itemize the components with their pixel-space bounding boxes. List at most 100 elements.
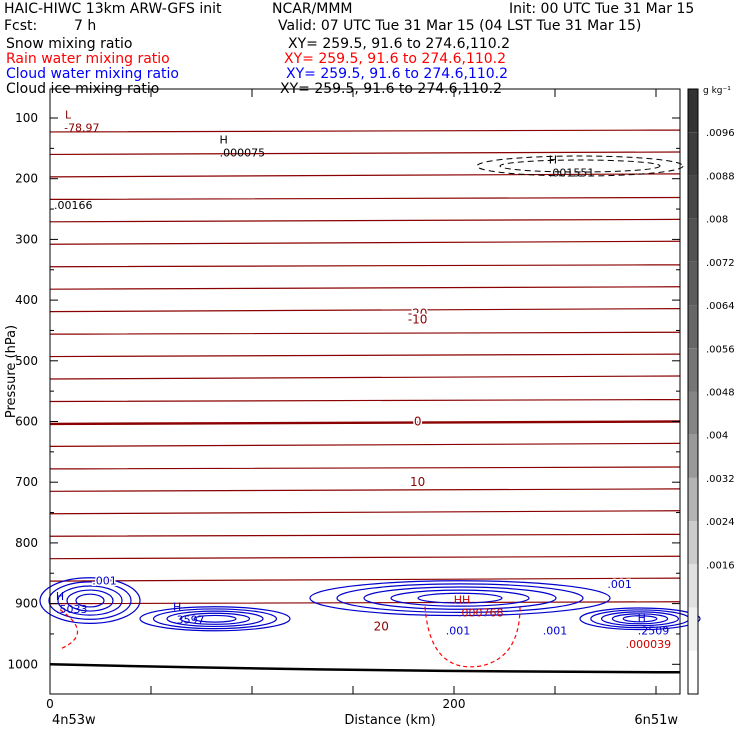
valid-time: Valid: 07 UTC Tue 31 Mar 15 (04 LST Tue …: [278, 18, 642, 34]
colorbar-swatch: [688, 305, 698, 349]
extremum-marker: H: [638, 612, 646, 625]
rain-water-contour: [59, 609, 78, 650]
colorbar-swatch: [688, 521, 698, 565]
colorbar-swatch: [688, 218, 698, 262]
isotherm-line: [49, 399, 681, 403]
cloud-water-contour: [179, 612, 251, 625]
ice-contour: [476, 155, 684, 177]
cloud-water-contour: [193, 614, 237, 623]
colorbar-swatch: [688, 564, 698, 608]
cloud-water-contour: [611, 613, 669, 625]
y-tick-label: 900: [15, 597, 38, 611]
extremum-value: .2509: [638, 625, 670, 638]
isotherm-label: 10: [410, 475, 425, 489]
y-axis-label: Pressure (hPa): [4, 325, 19, 418]
rain-field-label: Rain water mixing ratio: [6, 51, 170, 67]
y-tick-label: 800: [15, 536, 38, 550]
cloud-water-field-label: Cloud water mixing ratio: [6, 66, 179, 82]
y-tick-label: 300: [15, 232, 38, 246]
isotherm-label: -20: [408, 306, 428, 320]
extremum-value: .5033: [56, 603, 88, 616]
colorbar-tick-label: .0072: [706, 258, 735, 269]
cloud-water-contour: [39, 577, 141, 624]
isotherm-line: [49, 488, 681, 492]
isotherm-label: 0: [414, 415, 422, 429]
colorbar-tick-label: .004: [706, 431, 728, 442]
isotherm-line: [49, 129, 681, 133]
colorbar-swatch: [688, 607, 698, 651]
y-tick-label: 600: [15, 415, 38, 429]
ice-contour: [499, 159, 661, 173]
colorbar-tick-label: .008: [706, 215, 728, 226]
isotherm-label: 20: [374, 620, 389, 634]
extremum-marker: H: [219, 133, 227, 146]
cloud-water-contour: [622, 615, 658, 623]
cloud-water-contour: [166, 610, 264, 628]
isotherm-line: [49, 555, 681, 560]
extremum-marker: H: [173, 601, 181, 614]
snow-field-label: Snow mixing ratio: [6, 36, 133, 52]
org-label: NCAR/MMM: [272, 1, 353, 17]
cloud-water-label: .001: [92, 575, 117, 588]
cloud-water-contour: [75, 593, 105, 608]
colorbar-swatch: [688, 132, 698, 176]
extremum-value: .00166: [54, 199, 93, 212]
colorbar-swatch: [688, 391, 698, 435]
colorbar-tick-label: .0016: [706, 560, 735, 571]
isotherm-label: -10: [408, 313, 428, 327]
isotherm-line: [49, 601, 681, 605]
colorbar-tick-label: .0056: [706, 344, 735, 355]
isotherm-line: [49, 218, 681, 223]
extremum-value: .000075: [220, 146, 266, 159]
extremum-marker: L: [65, 108, 72, 121]
isotherm-line: [49, 533, 681, 537]
right-endpoint-label: 6n51w: [634, 713, 678, 728]
cloud-water-contour: [152, 608, 278, 630]
colorbar-tick-label: .0048: [706, 388, 735, 399]
isotherm-line: [49, 173, 681, 178]
isotherm-line: [49, 375, 681, 380]
colorbar-swatch: [688, 175, 698, 219]
forecast-hour: 7 h: [74, 18, 97, 34]
cloud-water-contour: [417, 592, 503, 604]
colorbar-swatch: [688, 434, 698, 478]
colorbar-swatch: [688, 348, 698, 392]
extremum-value: -78.97: [64, 121, 99, 134]
extremum-value: .3597: [173, 614, 205, 627]
cloud-water-contour: [66, 589, 114, 612]
colorbar-tick-label: .0096: [706, 128, 735, 139]
left-endpoint-label: 4n53w: [52, 713, 96, 728]
y-tick-label: 500: [15, 354, 38, 368]
rain-field-xy: XY= 259.5, 91.6 to 274.6,110.2: [284, 51, 507, 67]
extremum-marker: HH: [454, 593, 471, 606]
colorbar-units: g kg⁻¹: [703, 86, 731, 96]
isotherm-line: [49, 331, 681, 335]
extremum-marker: H: [549, 153, 557, 166]
isotherm-line: [49, 577, 681, 582]
cloud-water-contour: [363, 586, 557, 610]
cloud-water-label: .001: [607, 578, 632, 591]
cloud-water-contour: [57, 585, 123, 616]
snow-field-xy: XY= 259.5, 91.6 to 274.6,110.2: [288, 36, 511, 52]
extremum-value: .001551: [549, 166, 595, 179]
x-tick-label: 200: [443, 697, 466, 711]
isotherm-line: [49, 442, 681, 447]
extremum-marker: H: [56, 590, 64, 603]
colorbar-tick-label: .0064: [706, 301, 735, 312]
y-tick-label: 700: [15, 475, 38, 489]
model-title: HAIC-HIWC 13km ARW-GFS init: [4, 1, 222, 17]
isotherm-line: [49, 151, 681, 156]
isotherm-line: [49, 307, 681, 313]
colorbar-swatch: [688, 650, 698, 694]
isotherm-line: [49, 353, 681, 358]
y-tick-label: 100: [15, 111, 38, 125]
isotherm-line: [49, 510, 681, 515]
cloud-water-label: .001: [543, 624, 568, 637]
colorbar-tick-label: .0024: [706, 517, 735, 528]
terrain-line: [49, 663, 681, 674]
cloud-water-contour: [48, 581, 132, 620]
x-tick-label: 0: [46, 697, 54, 711]
colorbar-swatch: [688, 477, 698, 522]
